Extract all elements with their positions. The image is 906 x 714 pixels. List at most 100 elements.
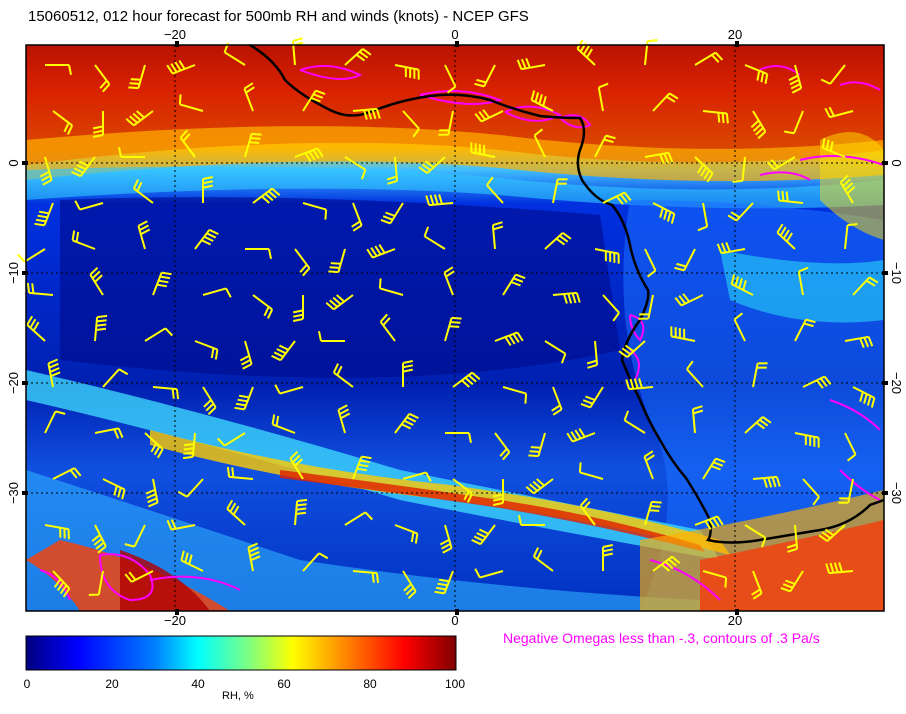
wind-barb-icon <box>289 450 304 480</box>
wind-barb-icon <box>91 524 107 554</box>
wind-barb-icon <box>784 110 804 135</box>
wind-barb-icon <box>252 187 281 204</box>
wind-barb-icon <box>402 471 432 482</box>
wind-barb-icon <box>194 228 219 250</box>
wind-barb-icon <box>380 202 404 225</box>
wind-barb-icon <box>794 432 820 448</box>
frame-ticks <box>22 41 888 615</box>
wind-barb-icon <box>530 90 554 112</box>
wind-barb-icon <box>744 64 769 84</box>
wind-barb-icon <box>486 176 504 204</box>
wind-barb-icon <box>152 386 180 400</box>
wind-barb-icon <box>579 497 596 526</box>
wind-barb-icon <box>444 64 457 94</box>
lat-label-left-3: −20 <box>6 372 21 394</box>
wind-barb-icon <box>623 410 646 434</box>
wind-barb-icon <box>394 412 419 434</box>
wind-barb-icon <box>452 371 481 388</box>
wind-barb-icon <box>445 432 472 443</box>
wind-barb-icon <box>702 457 726 480</box>
wind-barb-icon <box>89 266 104 296</box>
wind-barb-icon <box>378 278 404 296</box>
wind-barb-icon <box>474 109 504 123</box>
wind-barb-icon <box>74 200 104 211</box>
wind-barb-icon <box>194 340 219 360</box>
wind-barb-icon <box>144 327 174 342</box>
wind-barb-icon <box>727 202 754 222</box>
wind-barb-icon <box>602 544 613 571</box>
wind-barb-icon <box>344 156 367 180</box>
wind-barb-icon <box>452 478 474 503</box>
wind-barb-icon <box>594 134 616 158</box>
wind-barb-icon <box>844 223 858 250</box>
wind-barb-icon <box>271 340 296 362</box>
negative-omega-note: Negative Omegas less than -.3, contours … <box>503 630 820 646</box>
wind-barb-icon <box>625 378 654 391</box>
wind-barb-icon <box>302 89 326 112</box>
wind-barb-icon <box>852 386 876 408</box>
coastline <box>249 43 885 544</box>
wind-barb-icon <box>697 202 709 232</box>
wind-barb-icon <box>730 274 754 296</box>
wind-barb-icon <box>202 176 213 203</box>
wind-barb-icon <box>226 499 246 526</box>
wind-barb-icon <box>178 94 204 112</box>
wind-barb-icon <box>586 340 599 369</box>
wind-barb-icon <box>182 432 196 460</box>
colorbar-label: RH, % <box>222 690 254 702</box>
wind-barb-icon <box>418 156 446 174</box>
wind-barb-icon <box>780 570 804 593</box>
wind-barb-icon <box>691 405 704 434</box>
wind-barb-icon <box>744 524 767 548</box>
wind-barb-icon <box>838 478 854 504</box>
wind-barbs <box>16 37 879 600</box>
wind-barb-icon <box>474 568 504 579</box>
wind-barb-icon <box>379 313 396 342</box>
wind-barb-icon <box>434 570 454 595</box>
wind-barb-icon <box>528 432 546 458</box>
wind-barb-icon <box>776 223 796 250</box>
wind-barb-icon <box>102 478 126 500</box>
wind-barb-icon <box>274 384 304 395</box>
wind-barb-icon <box>71 230 96 250</box>
wind-barb-icon <box>752 475 781 488</box>
wind-barb-icon <box>94 427 124 439</box>
wind-barb-icon <box>638 294 654 320</box>
wind-barb-icon <box>294 147 324 162</box>
wind-barb-icon <box>124 524 146 548</box>
lon-label-top-1: −20 <box>164 27 186 42</box>
wind-barb-icon <box>824 106 854 119</box>
wind-barb-icon <box>733 312 746 342</box>
wind-barb-icon <box>226 466 254 480</box>
lat-label-right-2: −10 <box>889 262 904 284</box>
wind-barb-icon <box>252 294 274 319</box>
wind-barb-icon <box>594 248 620 264</box>
wind-barb-icon <box>180 550 204 572</box>
wind-barb-icon <box>94 314 108 342</box>
colorbar-tick-60: 60 <box>277 677 291 691</box>
wind-barb-icon <box>580 386 604 409</box>
lon-label-bottom-3: 20 <box>728 613 742 628</box>
wind-barb-icon <box>118 147 145 158</box>
wind-barb-icon <box>444 316 462 342</box>
wind-barb-icon <box>39 156 53 186</box>
wind-barb-icon <box>644 248 657 278</box>
wind-barb-icon <box>518 515 545 526</box>
colorbar-tick-80: 80 <box>363 677 377 691</box>
wind-barb-icon <box>802 478 820 506</box>
wind-barb-icon <box>438 110 454 136</box>
wind-barb-icon <box>551 386 563 416</box>
wind-barb-icon <box>474 64 496 88</box>
wind-barb-icon <box>26 282 54 296</box>
wind-barb-icon <box>239 340 253 370</box>
wind-barb-icon <box>71 156 96 178</box>
wind-barb-icon <box>94 64 111 93</box>
colorbar-tick-40: 40 <box>191 677 205 691</box>
wind-barb-icon <box>566 428 596 443</box>
wind-barb-icon <box>325 294 354 311</box>
wind-barb-icon <box>34 202 54 227</box>
wind-barb-icon <box>852 276 879 296</box>
wind-barb-icon <box>744 416 772 434</box>
wind-barb-icon <box>293 295 304 322</box>
